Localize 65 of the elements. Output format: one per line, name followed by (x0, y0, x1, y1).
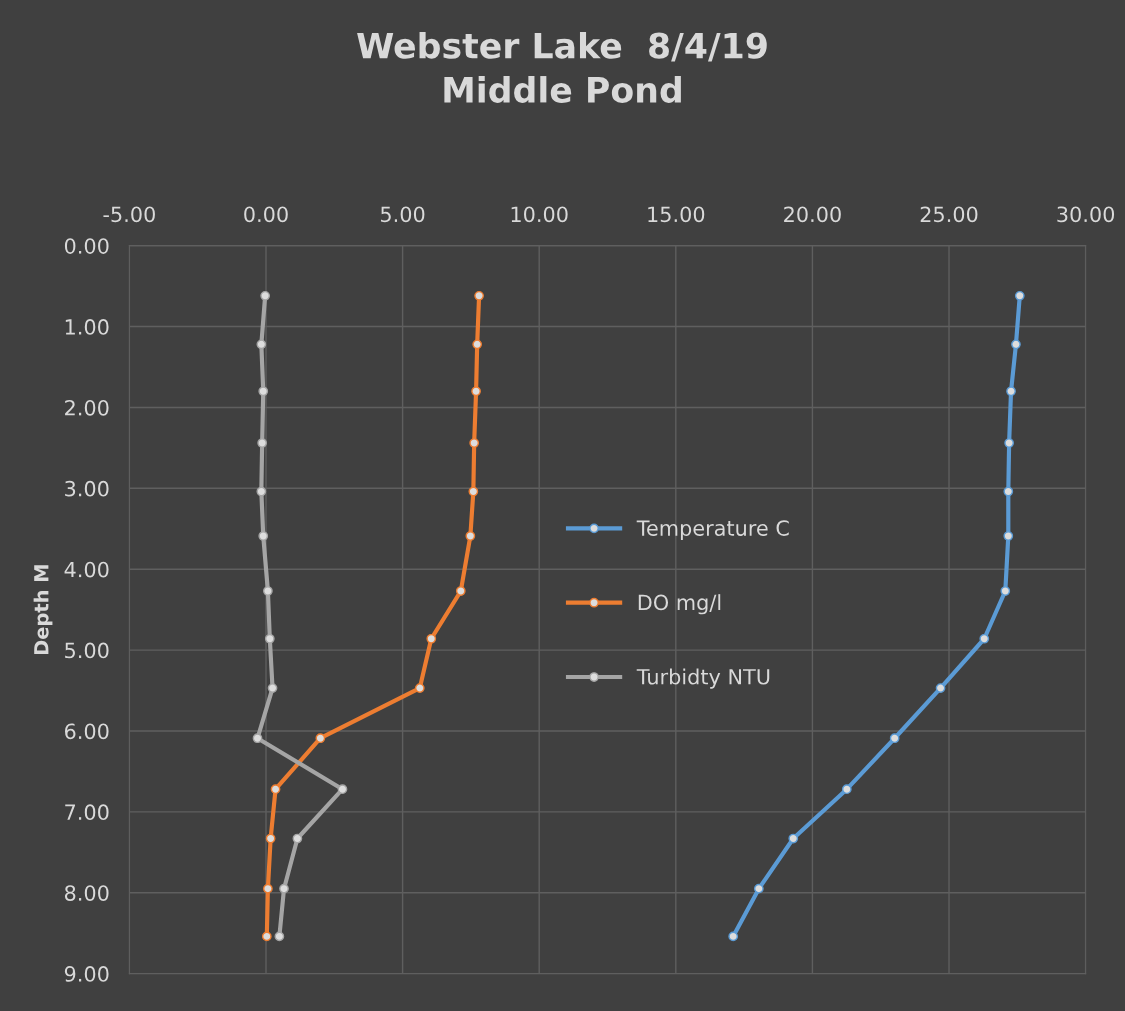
y-tick-label: 0.00 (64, 238, 109, 254)
y-tick-label: 1.00 (65, 319, 109, 335)
y-tick-label: 5.00 (65, 642, 109, 659)
chart-title: Webster Lake 8/4/19 Middle Pond (357, 31, 767, 103)
y-tick-label: 9.00 (64, 966, 109, 982)
point (1004, 438, 1014, 448)
point (889, 733, 900, 744)
point (465, 531, 476, 541)
point (472, 339, 483, 350)
y-axis-title: Depth M (33, 565, 53, 655)
point (1006, 386, 1016, 397)
point (274, 931, 285, 942)
legend-label: DO mg/l (638, 594, 721, 615)
point (841, 784, 852, 795)
y-tick-label: 6.00 (65, 723, 109, 740)
point (315, 733, 326, 744)
point (263, 883, 273, 894)
y-tick-label: 7.00 (65, 804, 109, 821)
x-tick-label: 10.00 (511, 206, 568, 223)
y-tick-label: 3.00 (65, 480, 109, 497)
x-tick-label: 0.00 (244, 206, 288, 223)
point (252, 733, 263, 744)
x-tick-label: -5.00 (103, 206, 155, 223)
point (258, 386, 269, 397)
x-tick-label: 30.00 (1057, 206, 1115, 223)
x-tick-label: 20.00 (784, 206, 841, 223)
point (264, 633, 275, 644)
point (267, 683, 278, 693)
point (260, 290, 271, 301)
point (257, 438, 268, 448)
y-tick-label: 4.00 (64, 561, 109, 578)
point (455, 586, 466, 596)
point (1011, 339, 1021, 350)
point (468, 486, 479, 497)
x-tick-label: 25.00 (920, 206, 978, 223)
point (1003, 486, 1014, 497)
x-tick-label: 15.00 (648, 206, 705, 223)
point (414, 683, 425, 693)
point (258, 531, 269, 541)
point (979, 633, 990, 644)
point (728, 931, 739, 942)
legend-label: Temperature C (636, 520, 789, 540)
point (469, 438, 480, 448)
point (471, 386, 481, 397)
y-tick-label: 2.00 (65, 399, 109, 416)
point (256, 486, 267, 497)
point (270, 784, 281, 795)
point (279, 883, 289, 894)
point (753, 883, 764, 894)
point (292, 833, 303, 844)
point (1014, 290, 1025, 301)
point (426, 633, 437, 644)
point (263, 586, 273, 596)
x-tick-label: 5.00 (381, 206, 425, 223)
legend-label: Turbidty NTU (636, 668, 770, 689)
point (788, 833, 799, 844)
point (265, 833, 276, 844)
y-tick-label: 8.00 (64, 885, 109, 901)
point (337, 784, 348, 795)
point (935, 683, 946, 693)
point (1003, 531, 1014, 541)
point (1000, 586, 1011, 596)
point (261, 931, 272, 942)
point (474, 290, 484, 301)
point (256, 339, 267, 350)
